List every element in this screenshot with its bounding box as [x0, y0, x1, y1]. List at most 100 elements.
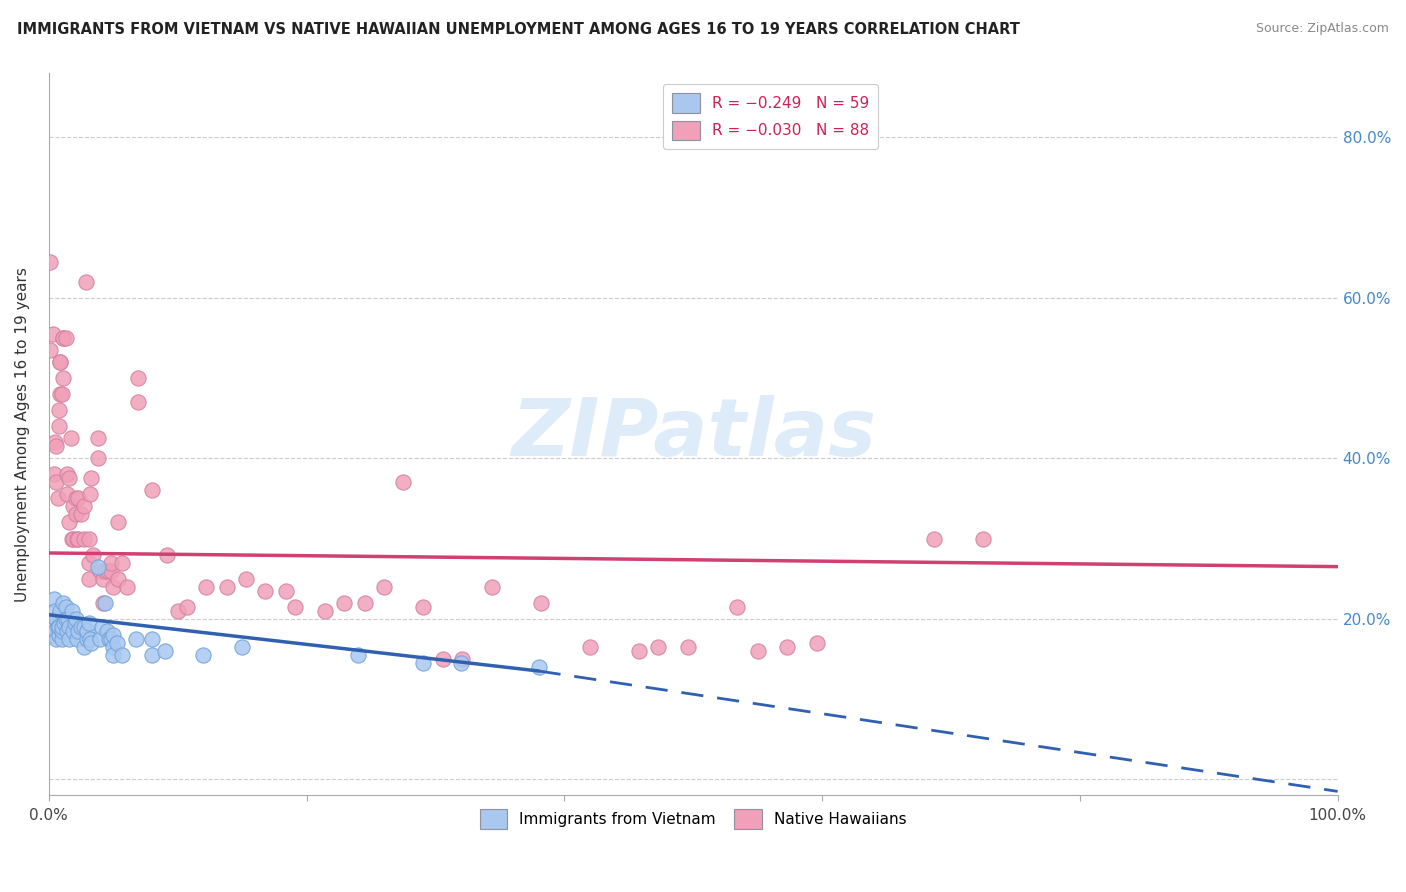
- Point: [100, 632, 122, 646]
- Point: [39, 615, 62, 630]
- Point: [254, 583, 277, 598]
- Point: [76, 632, 98, 646]
- Point: [53, 615, 76, 630]
- Point: [87, 431, 110, 445]
- Point: [46, 620, 69, 634]
- Point: [65, 612, 87, 626]
- Point: [103, 628, 125, 642]
- Point: [49, 355, 72, 369]
- Point: [42, 467, 65, 482]
- Point: [87, 559, 110, 574]
- Point: [94, 564, 117, 578]
- Point: [62, 532, 84, 546]
- Point: [80, 471, 103, 485]
- Point: [66, 532, 89, 546]
- Point: [45, 475, 67, 490]
- Point: [49, 604, 72, 618]
- Point: [79, 632, 101, 646]
- Point: [111, 648, 134, 662]
- Point: [70, 508, 93, 522]
- Point: [412, 656, 434, 670]
- Point: [52, 596, 75, 610]
- Point: [44, 604, 66, 618]
- Point: [62, 500, 84, 514]
- Point: [127, 395, 149, 409]
- Point: [58, 632, 80, 646]
- Point: [91, 596, 114, 610]
- Point: [76, 624, 98, 638]
- Point: [90, 620, 112, 634]
- Point: [284, 599, 307, 614]
- Point: [450, 656, 472, 670]
- Point: [195, 580, 218, 594]
- Point: [44, 435, 66, 450]
- Point: [103, 640, 125, 654]
- Text: IMMIGRANTS FROM VIETNAM VS NATIVE HAWAIIAN UNEMPLOYMENT AMONG AGES 16 TO 19 YEAR: IMMIGRANTS FROM VIETNAM VS NATIVE HAWAII…: [17, 22, 1019, 37]
- Point: [127, 371, 149, 385]
- Point: [42, 591, 65, 606]
- Point: [70, 620, 93, 634]
- Point: [125, 632, 148, 646]
- Point: [48, 403, 70, 417]
- Point: [77, 532, 100, 546]
- Point: [628, 644, 651, 658]
- Text: Source: ZipAtlas.com: Source: ZipAtlas.com: [1256, 22, 1389, 36]
- Point: [39, 620, 62, 634]
- Point: [347, 648, 370, 662]
- Point: [231, 640, 253, 654]
- Point: [103, 648, 125, 662]
- Point: [141, 483, 163, 498]
- Point: [647, 640, 669, 654]
- Point: [79, 487, 101, 501]
- Point: [58, 471, 80, 485]
- Point: [58, 620, 80, 634]
- Point: [52, 331, 75, 345]
- Point: [103, 580, 125, 594]
- Point: [922, 532, 945, 546]
- Point: [58, 516, 80, 530]
- Point: [97, 564, 120, 578]
- Point: [77, 572, 100, 586]
- Point: [48, 628, 70, 642]
- Point: [87, 451, 110, 466]
- Point: [82, 548, 104, 562]
- Point: [215, 580, 238, 594]
- Point: [527, 660, 550, 674]
- Point: [51, 387, 73, 401]
- Point: [72, 620, 94, 634]
- Point: [353, 596, 375, 610]
- Point: [49, 387, 72, 401]
- Point: [63, 615, 86, 630]
- Point: [62, 624, 84, 638]
- Point: [193, 648, 215, 662]
- Point: [111, 556, 134, 570]
- Point: [72, 500, 94, 514]
- Point: [91, 572, 114, 586]
- Point: [676, 640, 699, 654]
- Point: [153, 644, 176, 658]
- Point: [89, 632, 111, 646]
- Point: [59, 431, 82, 445]
- Point: [45, 439, 67, 453]
- Point: [579, 640, 602, 654]
- Point: [373, 580, 395, 594]
- Point: [45, 612, 67, 626]
- Point: [55, 612, 77, 626]
- Point: [48, 419, 70, 434]
- Point: [56, 467, 79, 482]
- Point: [96, 624, 118, 638]
- Point: [56, 612, 79, 626]
- Point: [72, 640, 94, 654]
- Point: [972, 532, 994, 546]
- Point: [105, 636, 128, 650]
- Point: [48, 620, 70, 634]
- Text: ZIPatlas: ZIPatlas: [510, 395, 876, 473]
- Point: [52, 371, 75, 385]
- Y-axis label: Unemployment Among Ages 16 to 19 years: Unemployment Among Ages 16 to 19 years: [15, 267, 30, 601]
- Point: [141, 648, 163, 662]
- Point: [56, 487, 79, 501]
- Point: [100, 564, 122, 578]
- Legend: Immigrants from Vietnam, Native Hawaiians: Immigrants from Vietnam, Native Hawaiian…: [474, 803, 912, 835]
- Point: [67, 624, 90, 638]
- Point: [117, 580, 139, 594]
